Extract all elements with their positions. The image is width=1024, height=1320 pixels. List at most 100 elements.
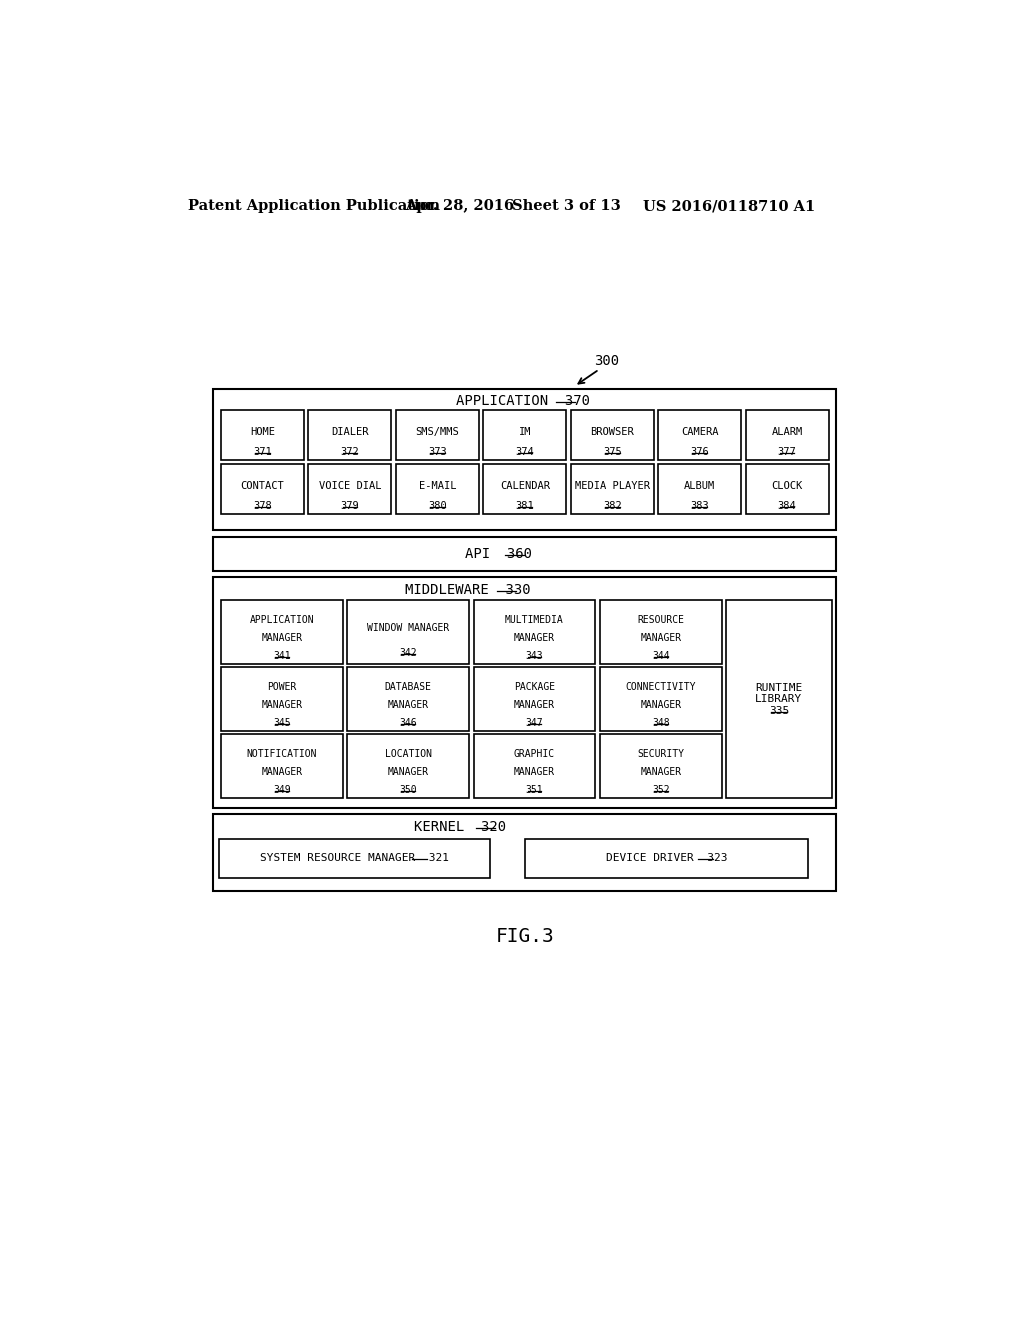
Text: SECURITY: SECURITY (637, 750, 684, 759)
Text: 344: 344 (652, 651, 670, 661)
Bar (745, 465, 828, 515)
Text: 345: 345 (273, 718, 291, 729)
Text: API  360: API 360 (465, 548, 531, 561)
Text: 371: 371 (253, 447, 271, 457)
Bar (221, 668, 343, 730)
Bar (221, 601, 343, 664)
Text: 300: 300 (594, 354, 620, 368)
Text: 379: 379 (341, 502, 359, 511)
Text: E-MAIL: E-MAIL (419, 480, 456, 491)
Text: APPLICATION: APPLICATION (250, 615, 314, 626)
Bar (213, 537, 837, 572)
Bar (483, 465, 566, 515)
Text: RUNTIME: RUNTIME (756, 684, 803, 693)
Text: 380: 380 (428, 502, 446, 511)
Bar (570, 411, 653, 461)
Bar (213, 814, 837, 891)
Text: ALARM: ALARM (771, 428, 803, 437)
Text: CALENDAR: CALENDAR (500, 480, 550, 491)
Bar (570, 465, 653, 515)
Text: MANAGER: MANAGER (261, 700, 302, 710)
Text: DATABASE: DATABASE (385, 682, 432, 692)
Bar (474, 734, 595, 797)
Text: HOME: HOME (250, 428, 274, 437)
Text: NOTIFICATION: NOTIFICATION (247, 750, 317, 759)
Text: LIBRARY: LIBRARY (756, 694, 803, 704)
Text: 342: 342 (399, 648, 417, 659)
Text: 383: 383 (690, 502, 709, 511)
Text: 343: 343 (525, 651, 544, 661)
Text: CONNECTIVITY: CONNECTIVITY (626, 682, 696, 692)
Text: APPLICATION  370: APPLICATION 370 (457, 393, 590, 408)
Bar (221, 411, 304, 461)
Text: CAMERA: CAMERA (681, 428, 719, 437)
Bar (347, 601, 469, 664)
Bar (524, 840, 808, 878)
Text: 374: 374 (515, 447, 535, 457)
Text: MULTIMEDIA: MULTIMEDIA (505, 615, 564, 626)
Text: DIALER: DIALER (331, 428, 369, 437)
Text: 348: 348 (652, 718, 670, 729)
Bar (474, 601, 595, 664)
Bar (347, 734, 469, 797)
Text: 376: 376 (690, 447, 709, 457)
Text: 378: 378 (253, 502, 271, 511)
Bar (396, 465, 479, 515)
Text: Apr. 28, 2016: Apr. 28, 2016 (406, 199, 515, 213)
Text: KERNEL  320: KERNEL 320 (414, 820, 506, 834)
Text: MANAGER: MANAGER (261, 634, 302, 643)
Text: Sheet 3 of 13: Sheet 3 of 13 (512, 199, 622, 213)
Text: 373: 373 (428, 447, 446, 457)
Bar (213, 389, 837, 531)
Text: POWER: POWER (267, 682, 297, 692)
Bar (213, 577, 837, 808)
Text: PACKAGE: PACKAGE (514, 682, 555, 692)
Text: MANAGER: MANAGER (640, 634, 681, 643)
Bar (600, 601, 722, 664)
Text: MANAGER: MANAGER (640, 767, 681, 777)
Text: Patent Application Publication: Patent Application Publication (188, 199, 440, 213)
Text: 346: 346 (399, 718, 417, 729)
Text: 350: 350 (399, 785, 417, 795)
Bar (219, 840, 490, 878)
Text: 347: 347 (525, 718, 544, 729)
Text: FIG.3: FIG.3 (496, 927, 554, 945)
Text: 349: 349 (273, 785, 291, 795)
Text: 352: 352 (652, 785, 670, 795)
Bar (745, 411, 828, 461)
Text: MANAGER: MANAGER (388, 767, 429, 777)
Text: DEVICE DRIVER  323: DEVICE DRIVER 323 (606, 853, 727, 863)
Text: GRAPHIC: GRAPHIC (514, 750, 555, 759)
Text: 384: 384 (778, 502, 797, 511)
Text: US 2016/0118710 A1: US 2016/0118710 A1 (643, 199, 816, 213)
Bar (308, 411, 391, 461)
Text: MEDIA PLAYER: MEDIA PLAYER (574, 480, 650, 491)
Text: 341: 341 (273, 651, 291, 661)
Text: MANAGER: MANAGER (261, 767, 302, 777)
Text: CLOCK: CLOCK (771, 480, 803, 491)
Bar (308, 465, 391, 515)
Text: 372: 372 (341, 447, 359, 457)
Bar (396, 411, 479, 461)
Bar (347, 668, 469, 730)
Text: 351: 351 (525, 785, 544, 795)
Bar (221, 734, 343, 797)
Text: ALBUM: ALBUM (684, 480, 716, 491)
Text: 377: 377 (778, 447, 797, 457)
Text: MANAGER: MANAGER (640, 700, 681, 710)
Bar (221, 465, 304, 515)
Text: 381: 381 (515, 502, 535, 511)
Bar (600, 668, 722, 730)
Bar (483, 411, 566, 461)
Text: 382: 382 (603, 502, 622, 511)
Bar (726, 601, 831, 797)
Text: RESOURCE: RESOURCE (637, 615, 684, 626)
Text: BROWSER: BROWSER (591, 428, 634, 437)
Text: MANAGER: MANAGER (514, 634, 555, 643)
Text: 375: 375 (603, 447, 622, 457)
Text: SMS/MMS: SMS/MMS (416, 428, 459, 437)
Text: WINDOW MANAGER: WINDOW MANAGER (367, 623, 450, 634)
Bar (600, 734, 722, 797)
Text: MIDDLEWARE  330: MIDDLEWARE 330 (404, 582, 530, 597)
Text: 335: 335 (769, 706, 790, 717)
